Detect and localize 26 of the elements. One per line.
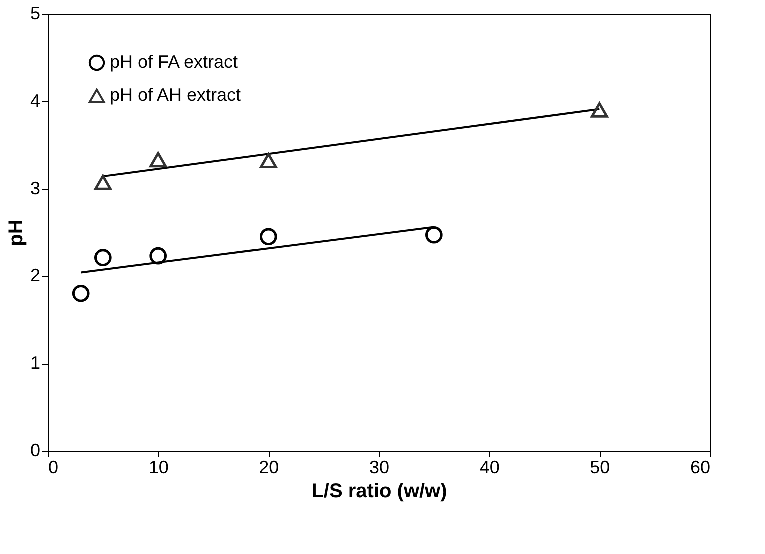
y-tick-label: 3 <box>30 178 40 198</box>
x-tick-label: 40 <box>480 458 500 478</box>
x-axis-title: L/S ratio (w/w) <box>312 480 448 502</box>
point <box>94 175 112 190</box>
point <box>94 249 112 266</box>
point <box>72 285 90 302</box>
x-tick-label: 50 <box>590 458 610 478</box>
legend-label: pH of AH extract <box>110 85 242 105</box>
x-tick-label: 60 <box>690 458 710 478</box>
point <box>591 102 608 118</box>
point <box>426 226 443 244</box>
point <box>150 152 167 168</box>
legend-label: pH of FA extract <box>110 52 238 72</box>
x-tick-label: 20 <box>259 458 280 478</box>
point <box>260 153 278 169</box>
y-tick-label: 1 <box>30 353 40 374</box>
x-tick-label: 30 <box>369 458 390 478</box>
x-tick-label: 10 <box>148 458 169 478</box>
y-tick-label: 0 <box>30 440 40 460</box>
point <box>260 228 278 246</box>
point <box>150 247 167 265</box>
y-axis-title: pH <box>5 220 28 246</box>
y-tick-label: 2 <box>30 266 40 286</box>
y-tick-label: 4 <box>30 90 40 111</box>
y-tick-label: 5 <box>30 4 40 24</box>
x-tick-label: 0 <box>48 458 59 478</box>
